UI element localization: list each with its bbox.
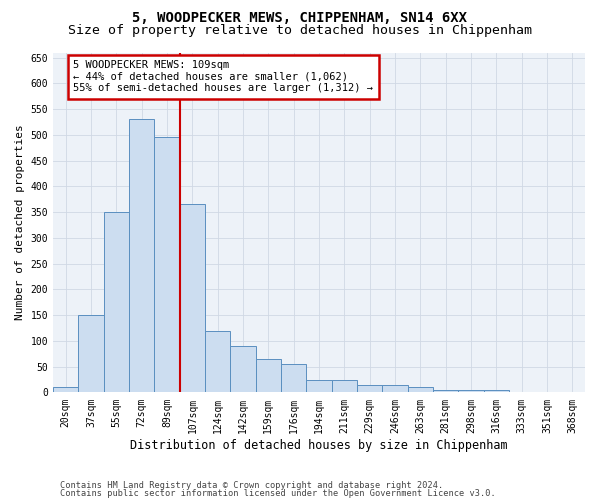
Bar bbox=[79, 315, 104, 392]
Bar bbox=[433, 390, 458, 392]
X-axis label: Distribution of detached houses by size in Chippenham: Distribution of detached houses by size … bbox=[130, 440, 508, 452]
Bar bbox=[104, 212, 129, 392]
Bar bbox=[357, 384, 382, 392]
Bar bbox=[458, 390, 484, 392]
Bar bbox=[205, 330, 230, 392]
Bar bbox=[407, 388, 433, 392]
Bar bbox=[307, 380, 332, 392]
Bar bbox=[230, 346, 256, 393]
Bar bbox=[382, 384, 407, 392]
Bar bbox=[53, 388, 79, 392]
Text: 5, WOODPECKER MEWS, CHIPPENHAM, SN14 6XX: 5, WOODPECKER MEWS, CHIPPENHAM, SN14 6XX bbox=[133, 11, 467, 25]
Y-axis label: Number of detached properties: Number of detached properties bbox=[15, 124, 25, 320]
Bar bbox=[179, 204, 205, 392]
Bar bbox=[154, 138, 179, 392]
Bar bbox=[256, 359, 281, 392]
Text: Size of property relative to detached houses in Chippenham: Size of property relative to detached ho… bbox=[68, 24, 532, 37]
Bar bbox=[129, 120, 154, 392]
Text: 5 WOODPECKER MEWS: 109sqm
← 44% of detached houses are smaller (1,062)
55% of se: 5 WOODPECKER MEWS: 109sqm ← 44% of detac… bbox=[73, 60, 373, 94]
Bar bbox=[332, 380, 357, 392]
Text: Contains public sector information licensed under the Open Government Licence v3: Contains public sector information licen… bbox=[60, 489, 496, 498]
Text: Contains HM Land Registry data © Crown copyright and database right 2024.: Contains HM Land Registry data © Crown c… bbox=[60, 480, 443, 490]
Bar bbox=[281, 364, 307, 392]
Bar bbox=[484, 390, 509, 392]
